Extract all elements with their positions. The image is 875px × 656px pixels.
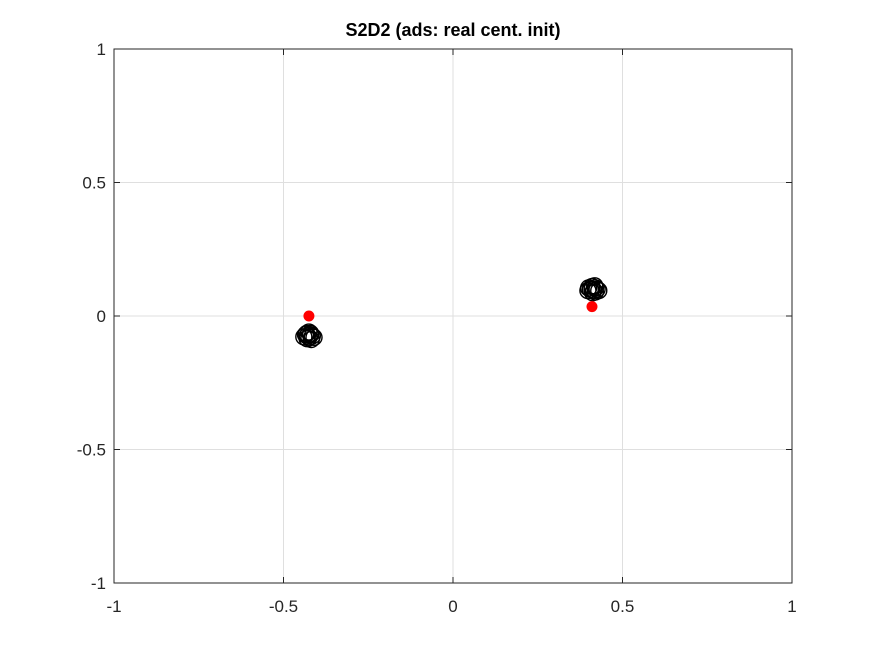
- data-point-black: [300, 323, 318, 341]
- x-tick-label: 0: [448, 597, 457, 616]
- data-points: [295, 277, 608, 349]
- x-tick-label: -1: [106, 597, 121, 616]
- data-point-black: [579, 281, 597, 300]
- y-tick-label: 0: [97, 307, 106, 326]
- y-tick-label: 0.5: [82, 174, 106, 193]
- data-point-black: [295, 328, 313, 346]
- data-point-black: [297, 324, 316, 343]
- grid-lines: [114, 49, 792, 583]
- data-point-red: [586, 301, 598, 313]
- y-tick-label: -1: [91, 574, 106, 593]
- chart-title: S2D2 (ads: real cent. init): [345, 20, 561, 40]
- y-tick-label: -0.5: [77, 441, 106, 460]
- data-point-red: [303, 310, 315, 322]
- x-tick-label: 1: [787, 597, 796, 616]
- x-tick-label: 0.5: [611, 597, 635, 616]
- data-point-black: [302, 330, 320, 349]
- y-tick-label: 1: [97, 40, 106, 59]
- axis-ticks: -1 -0.5 0 0.5 1 -1 -0.5 0 0.5 1: [77, 40, 797, 616]
- x-tick-label: -0.5: [269, 597, 298, 616]
